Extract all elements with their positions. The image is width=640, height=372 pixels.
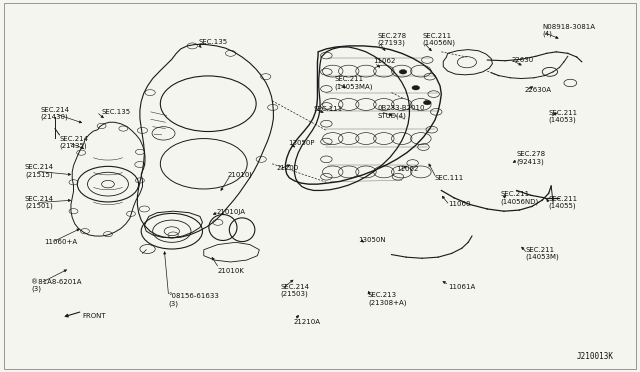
Text: SEC.214
(21435): SEC.214 (21435) [60,135,88,149]
Text: 11060+A: 11060+A [44,239,77,245]
Circle shape [424,100,431,105]
Text: 11062: 11062 [373,58,396,64]
Text: SEC.211
(14055): SEC.211 (14055) [548,196,578,209]
Text: 21010J: 21010J [227,172,252,178]
Text: SEC.135: SEC.135 [198,39,228,45]
Text: 11061A: 11061A [448,284,475,290]
Text: 21010K: 21010K [218,268,244,274]
Text: 22630: 22630 [511,57,534,63]
Text: 0B233-B2010
STUD(4): 0B233-B2010 STUD(4) [378,105,425,119]
Text: 13050N: 13050N [358,237,386,243]
Text: 13050P: 13050P [288,140,315,146]
Text: SEC.135: SEC.135 [102,109,131,115]
Text: N08918-3081A
(4): N08918-3081A (4) [542,23,595,37]
Text: SEC.213
(21308+A): SEC.213 (21308+A) [368,292,406,306]
Text: SEC.211
(14056ND): SEC.211 (14056ND) [500,191,538,205]
Circle shape [412,86,420,90]
Text: SEC.111: SEC.111 [314,106,343,112]
Text: SEC.214
(21503): SEC.214 (21503) [280,284,309,297]
Text: 21010JA: 21010JA [216,209,246,215]
Text: 22630A: 22630A [524,87,551,93]
Text: SEC.278
(92413): SEC.278 (92413) [516,151,546,165]
Text: SEC.211
(14056N): SEC.211 (14056N) [422,33,455,46]
Text: SEC.211
(14053M): SEC.211 (14053M) [525,247,559,260]
Text: J210013K: J210013K [577,352,614,361]
Text: SEC.214
(21501): SEC.214 (21501) [25,196,54,209]
Text: SEC.214
(21430): SEC.214 (21430) [40,107,69,121]
Text: 21210A: 21210A [293,320,320,326]
Text: SEC.111: SEC.111 [435,175,464,181]
Text: 21200: 21200 [276,165,299,171]
Text: SEC.278
(27193): SEC.278 (27193) [378,33,406,46]
Text: SEC.211
(14053): SEC.211 (14053) [548,110,578,123]
Text: 11060: 11060 [448,201,470,207]
Text: SEC.214
(21515): SEC.214 (21515) [25,164,54,178]
Circle shape [399,70,407,74]
Text: °08156-61633
(3): °08156-61633 (3) [169,294,220,307]
Text: 11062: 11062 [397,166,419,172]
Text: SEC.211
(14053MA): SEC.211 (14053MA) [334,76,372,90]
Text: ®81A8-6201A
(3): ®81A8-6201A (3) [31,279,82,292]
Text: FRONT: FRONT [83,314,106,320]
